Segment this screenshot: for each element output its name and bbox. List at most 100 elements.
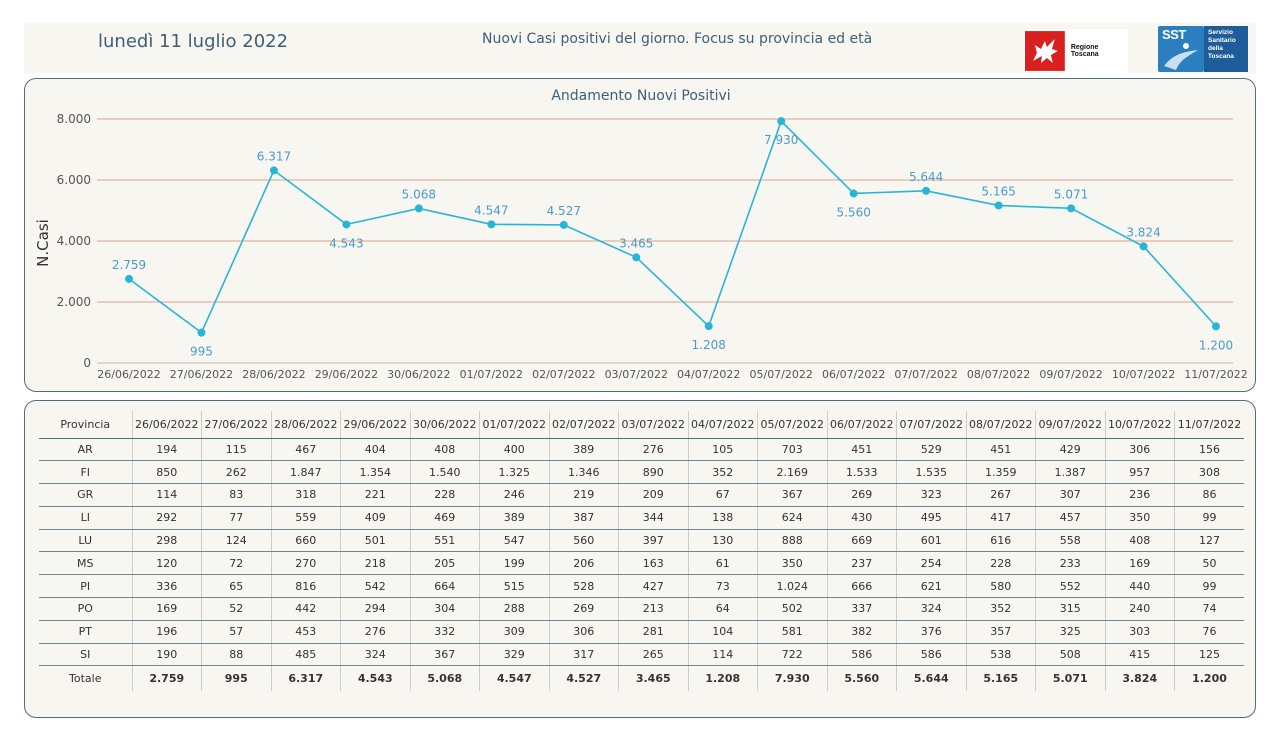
- table-cell: 237: [826, 551, 897, 576]
- column-header-date: 03/07/2022: [618, 411, 688, 439]
- column-header-date: 27/06/2022: [201, 411, 271, 439]
- table-cell: 246: [479, 483, 549, 507]
- table-panel: Provincia 26/06/2022 27/06/2022 28/06/2022…: [24, 400, 1256, 718]
- column-header-provincia: Provincia: [39, 411, 132, 439]
- table-cell: 1.325: [479, 460, 549, 485]
- table-cell: 467: [270, 438, 341, 462]
- table-cell: 1.359: [965, 460, 1036, 485]
- table-cell: 3.824: [1104, 665, 1175, 691]
- table-cell: 5.071: [1035, 665, 1105, 691]
- column-header-date: 10/07/2022: [1104, 411, 1175, 439]
- table-cell: 228: [965, 551, 1036, 576]
- table-cell: 306: [1104, 438, 1175, 462]
- table-cell: 298: [131, 529, 202, 553]
- table-cell: 76: [1174, 620, 1244, 644]
- table-cell: 236: [1104, 483, 1175, 507]
- column-header-date: 26/06/2022: [131, 411, 202, 439]
- table-cell: 559: [270, 506, 341, 530]
- table-cell: 270: [270, 551, 341, 576]
- table-cell: 57: [201, 620, 271, 644]
- x-tick-label: 10/07/2022: [1112, 368, 1175, 381]
- table-cell: 890: [618, 460, 688, 485]
- table-cell: 529: [896, 438, 966, 462]
- table-cell: 995: [201, 665, 271, 691]
- table-row: LU 298 124 660 501 551 547 560 397 130 888 669 601 61…: [39, 529, 1244, 553]
- table-cell: 292: [131, 506, 202, 530]
- table-cell: 72: [201, 551, 271, 576]
- sst-side-line: Servizio: [1208, 29, 1233, 36]
- table-cell: 1.346: [548, 460, 619, 485]
- table-cell: 194: [131, 438, 202, 462]
- table-cell: 397: [618, 529, 688, 553]
- table-cell: 4.543: [340, 665, 410, 691]
- y-tick-label: 8.000: [57, 112, 91, 126]
- table-row: MS 120 72 270 218 205 199 206 163 61 350 237 254 228 2…: [39, 551, 1244, 576]
- table-cell: 325: [1035, 620, 1105, 644]
- data-label: 5.071: [1054, 187, 1088, 201]
- table-cell: 294: [340, 597, 410, 621]
- table-cell: 552: [1035, 574, 1105, 599]
- table-cell: 442: [270, 597, 341, 621]
- table-cell: 485: [270, 643, 341, 667]
- table-cell: 495: [896, 506, 966, 530]
- table-cell: 453: [270, 620, 341, 644]
- data-point: [849, 189, 858, 198]
- x-tick-label: 02/07/2022: [532, 368, 595, 381]
- report-date: lunedì 11 luglio 2022: [98, 31, 289, 52]
- province-label: GR: [39, 483, 132, 507]
- table-cell: 315: [1035, 597, 1105, 621]
- x-tick-label: 04/07/2022: [677, 368, 740, 381]
- table-cell: 52: [201, 597, 271, 621]
- table-cell: 400: [479, 438, 549, 462]
- data-label: 4.547: [474, 203, 508, 217]
- table-row: PO 169 52 442 294 304 288 269 213 64 502 337 324 352 3…: [39, 597, 1244, 621]
- table-cell: 105: [687, 438, 758, 462]
- table-cell: 86: [1174, 483, 1244, 507]
- table-cell: 88: [201, 643, 271, 667]
- table-cell: 1.024: [757, 574, 827, 599]
- province-label: FI: [39, 460, 132, 485]
- table-row: PI 336 65 816 542 664 515 528 427 73 1.024 666 621 58…: [39, 574, 1244, 599]
- header-bar: lunedì 11 luglio 2022 Nuovi Casi positiv…: [24, 23, 1256, 73]
- data-label: 3.824: [1126, 225, 1160, 239]
- data-label: 4.527: [547, 204, 581, 218]
- line-chart: Andamento Nuovi Positivi N.Casi 0 2.000 4.…: [34, 88, 1248, 381]
- table-cell: 4.547: [479, 665, 549, 691]
- data-label: 1.200: [1199, 338, 1233, 352]
- table-cell: 254: [896, 551, 966, 576]
- column-header-date: 01/07/2022: [479, 411, 549, 439]
- data-point: [342, 220, 351, 229]
- table-cell: 350: [757, 551, 827, 576]
- column-header-date: 28/06/2022: [270, 411, 341, 439]
- data-point: [1212, 322, 1220, 331]
- table-cell: 104: [687, 620, 758, 644]
- x-tick-label: 26/06/2022: [97, 368, 160, 381]
- table-cell: 586: [826, 643, 897, 667]
- table-cell: 318: [270, 483, 341, 507]
- table-cell: 61: [687, 551, 758, 576]
- table-cell: 262: [201, 460, 271, 485]
- province-label: PO: [39, 597, 132, 621]
- sst-side-line: Toscana: [1208, 53, 1234, 60]
- table-cell: 722: [757, 643, 827, 667]
- x-tick-label: 07/07/2022: [894, 368, 957, 381]
- table-cell: 138: [687, 506, 758, 530]
- total-label: Totale: [69, 672, 102, 686]
- table-cell: 65: [201, 574, 271, 599]
- x-tick-label: 01/07/2022: [460, 368, 523, 381]
- column-header-date: 05/07/2022: [757, 411, 827, 439]
- table-cell: 114: [687, 643, 758, 667]
- data-point: [487, 220, 496, 229]
- table-cell: 323: [896, 483, 966, 507]
- column-header-date: 30/06/2022: [409, 411, 480, 439]
- table-cell: 427: [618, 574, 688, 599]
- data-point: [777, 117, 786, 126]
- table-cell: 601: [896, 529, 966, 553]
- column-header-date: 09/07/2022: [1035, 411, 1105, 439]
- table-cell: 332: [409, 620, 480, 644]
- table-cell: 99: [1174, 574, 1244, 599]
- table-cell: 1.208: [687, 665, 758, 691]
- table-cell: 502: [757, 597, 827, 621]
- table-cell: 288: [479, 597, 549, 621]
- pegasus-icon: [1025, 31, 1065, 71]
